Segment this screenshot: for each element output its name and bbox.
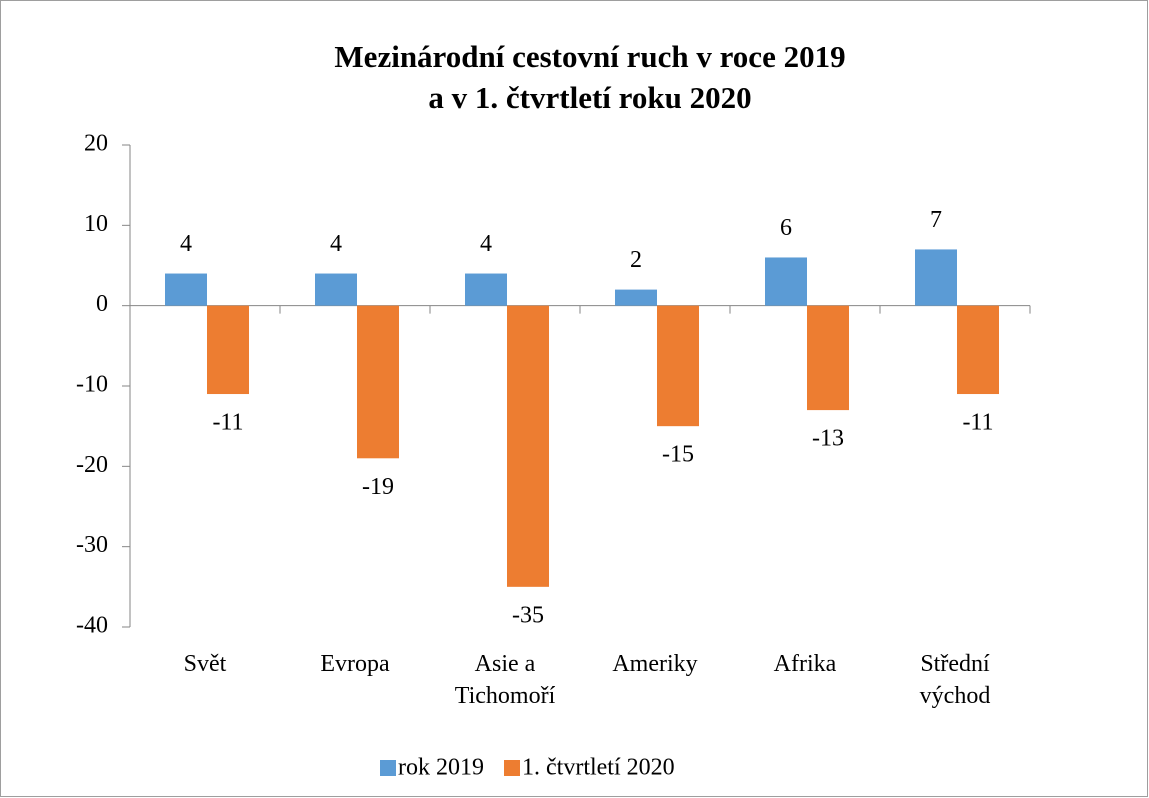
data-label: 7: [930, 207, 942, 233]
legend-label: rok 2019: [398, 755, 484, 781]
bar: [315, 273, 357, 306]
y-tick-label: -10: [76, 372, 108, 398]
y-tick-label: -30: [76, 532, 108, 558]
bar: [615, 289, 657, 306]
data-label: 2: [630, 247, 642, 273]
x-tick-label: Afrika: [773, 651, 837, 677]
x-tick-label: Evropa: [320, 651, 390, 677]
data-label: -13: [812, 426, 844, 452]
data-label: -35: [512, 602, 544, 628]
y-tick-label: -40: [76, 613, 108, 639]
data-label: 6: [780, 215, 792, 241]
bar: [765, 257, 807, 306]
bar: [465, 273, 507, 306]
data-label: -11: [962, 410, 993, 436]
data-label: -15: [662, 442, 694, 468]
y-tick-label: -20: [76, 452, 108, 478]
x-tick-label: Střední východ: [919, 651, 991, 709]
bar: [657, 305, 699, 427]
bar: [507, 305, 549, 587]
data-label: 4: [480, 231, 492, 257]
legend-swatch: [380, 760, 396, 776]
y-tick-label: 10: [84, 211, 108, 237]
legend-swatch: [504, 760, 520, 776]
bar: [207, 305, 249, 395]
chart-title: a v 1. čtvrtletí roku 2020: [428, 80, 751, 115]
y-tick-label: 20: [84, 131, 108, 157]
y-tick-label: 0: [96, 291, 108, 317]
data-label: -19: [362, 474, 394, 500]
data-label: -11: [212, 410, 243, 436]
bar: [957, 305, 999, 395]
x-tick-label: Svět: [183, 651, 227, 677]
bar: [165, 273, 207, 306]
chart-title: Mezinárodní cestovní ruch v roce 2019: [334, 39, 845, 74]
legend-label: 1. čtvrtletí 2020: [522, 755, 675, 781]
x-tick-label: Ameriky: [612, 651, 698, 677]
data-label: 4: [180, 231, 192, 257]
bar: [357, 305, 399, 459]
x-tick-label: Asie a Tichomoří: [454, 651, 556, 709]
data-label: 4: [330, 231, 342, 257]
bar: [807, 305, 849, 411]
bar: [915, 249, 957, 306]
